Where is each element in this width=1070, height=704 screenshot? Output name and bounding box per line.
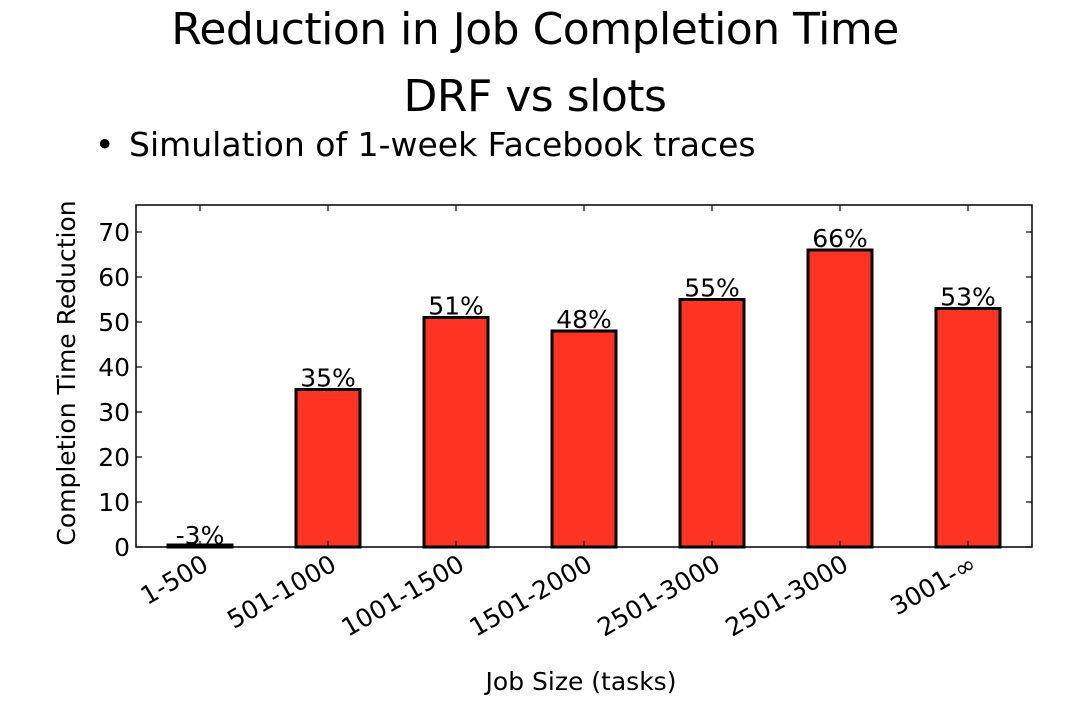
bars-layer [166, 248, 1002, 549]
x-axis-label: Job Size (tasks) [484, 667, 677, 696]
data-label: 55% [684, 274, 740, 303]
bar [550, 329, 618, 549]
data-labels: -3% 35% 51% 48% 55% 66% 53% [176, 224, 996, 550]
slide-title-line-1: Reduction in Job Completion Time [171, 4, 899, 55]
data-label: 51% [428, 292, 484, 321]
x-tick-label: 1001-1500 [336, 549, 469, 642]
data-label: 66% [812, 224, 868, 253]
x-tick-label: 501-1000 [222, 549, 341, 634]
y-tick-label: 0 [114, 533, 130, 562]
data-label: 48% [556, 305, 612, 334]
y-tick-label: 30 [98, 398, 130, 427]
y-axis-label: Completion Time Reduction [52, 200, 81, 545]
bar [422, 316, 490, 549]
data-label: 35% [300, 364, 356, 393]
bar [934, 307, 1002, 549]
bullet-marker: • [95, 125, 115, 164]
bullet-item: • Simulation of 1-week Facebook traces [95, 128, 756, 161]
y-tick-label: 60 [98, 263, 130, 292]
slide-title-line-2: DRF vs slots [403, 71, 667, 122]
x-tick-label: 1-500 [136, 549, 213, 610]
y-tick-label: 20 [98, 443, 130, 472]
x-tick-label: 2501-3000 [720, 549, 853, 642]
data-label: -3% [176, 521, 225, 550]
x-tick-label: 3001-∞ [886, 549, 981, 621]
x-tick-label: 1501-2000 [464, 549, 597, 642]
y-tick-label: 10 [98, 488, 130, 517]
y-tick-label: 70 [98, 218, 130, 247]
y-tick-label: 40 [98, 353, 130, 382]
bullet-text: Simulation of 1-week Facebook traces [129, 125, 756, 164]
data-label: 53% [940, 283, 996, 312]
y-tick-label: 50 [98, 308, 130, 337]
bar [294, 388, 362, 549]
bar [678, 298, 746, 549]
x-tick-label: 2501-3000 [592, 549, 725, 642]
bar [806, 248, 874, 549]
